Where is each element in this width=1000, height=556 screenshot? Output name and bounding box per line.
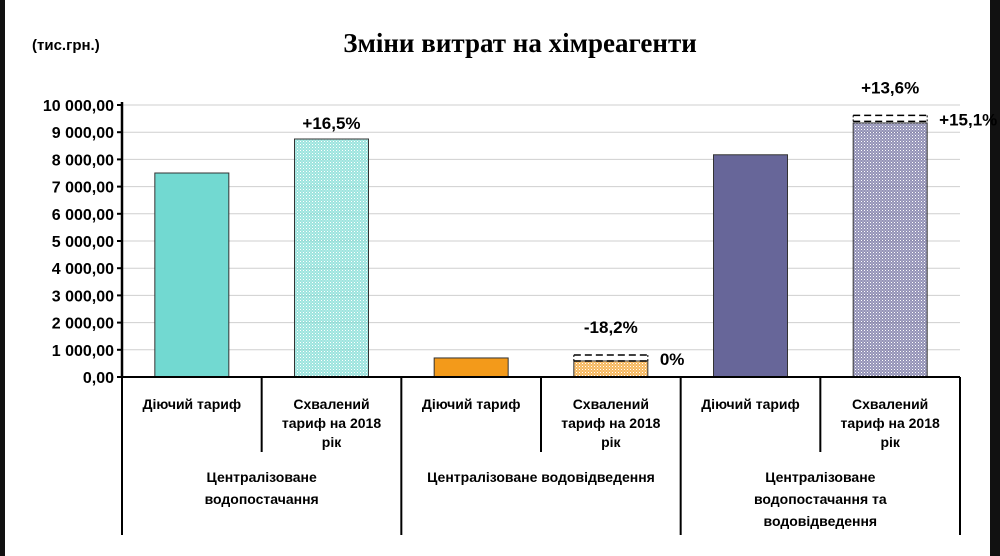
group-label: водопостачання та [754, 491, 887, 507]
category-label: Діючий тариф [701, 396, 800, 412]
category-label: рік [880, 434, 900, 450]
group-label: Централізоване [765, 469, 875, 485]
category-label: Діючий тариф [422, 396, 521, 412]
y-tick-label: 8 000,00 [52, 152, 114, 169]
bar [852, 122, 928, 378]
bar [294, 138, 369, 378]
y-tick-label: 5 000,00 [52, 234, 114, 251]
bar [573, 360, 649, 378]
data-label: -18,2% [584, 318, 638, 337]
data-label: +16,5% [302, 114, 360, 133]
data-label: +13,6% [861, 78, 919, 97]
bar [713, 154, 788, 378]
group-label: Централізоване [207, 469, 317, 485]
category-label: тариф на 2018 [841, 415, 940, 431]
category-label: Схвалений [293, 396, 369, 412]
y-tick-label: 0,00 [83, 370, 114, 387]
bar [154, 172, 230, 378]
y-tick-label: 10 000,00 [43, 98, 114, 115]
y-tick-label: 7 000,00 [52, 180, 114, 197]
group-label: Централізоване водовідведення [427, 469, 655, 485]
category-label: Схвалений [573, 396, 649, 412]
category-label: рік [601, 434, 621, 450]
frame-right-border [990, 0, 1000, 556]
y-tick-label: 2 000,00 [52, 316, 114, 333]
category-label: рік [322, 434, 342, 450]
category-label: Схвалений [852, 396, 928, 412]
bar [433, 357, 509, 378]
chart-title: Зміни витрат на хімреагенти [343, 28, 697, 58]
group-label: водовідведення [764, 513, 878, 529]
y-tick-label: 1 000,00 [52, 343, 114, 360]
y-tick-label: 4 000,00 [52, 261, 114, 278]
y-tick-label: 6 000,00 [52, 207, 114, 224]
dashed-data-label: +15,1% [939, 110, 997, 129]
y-tick-label: 3 000,00 [52, 288, 114, 305]
y-tick-label: 9 000,00 [52, 125, 114, 142]
dashed-data-label: 0% [660, 350, 685, 369]
frame-left-border [0, 0, 5, 556]
group-label: водопостачання [205, 491, 319, 507]
category-label: Діючий тариф [143, 396, 242, 412]
category-label: тариф на 2018 [282, 415, 381, 431]
y-axis-unit-label: (тис.грн.) [32, 37, 100, 54]
category-label: тариф на 2018 [561, 415, 660, 431]
